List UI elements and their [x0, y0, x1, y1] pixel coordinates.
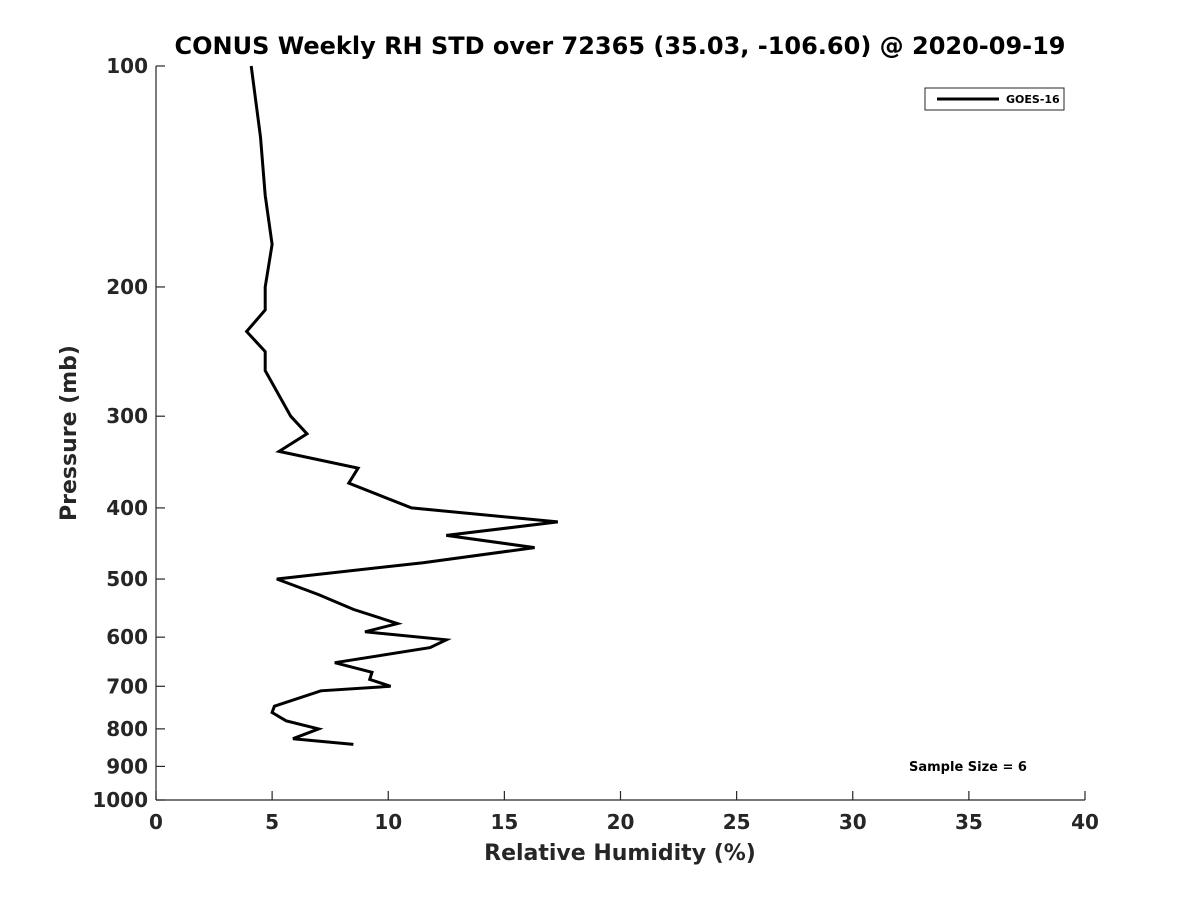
x-tick-label: 0 — [149, 810, 163, 834]
y-axis-label: Pressure (mb) — [57, 345, 82, 521]
x-tick-label: 5 — [265, 810, 279, 834]
y-tick-label: 800 — [106, 717, 148, 741]
sample-size-annotation: Sample Size = 6 — [909, 760, 1027, 775]
x-tick-label: 20 — [607, 810, 635, 834]
y-tick-label: 600 — [106, 625, 148, 649]
x-tick-label: 35 — [955, 810, 983, 834]
y-tick-label: 300 — [106, 404, 148, 428]
y-tick-label: 500 — [106, 567, 148, 591]
x-tick-label: 30 — [839, 810, 867, 834]
x-tick-label: 10 — [374, 810, 402, 834]
x-tick-label: 25 — [723, 810, 751, 834]
y-tick-label: 200 — [106, 275, 148, 299]
y-tick-label: 100 — [106, 54, 148, 78]
y-ticks: 100 200 300 400 500 600 700 800 900 1000 — [92, 54, 165, 812]
series-layer — [244, 65, 558, 746]
series-line-1 — [244, 65, 558, 746]
legend: GOES-16 — [924, 87, 1065, 111]
x-tick-label: 15 — [490, 810, 518, 834]
y-tick-label: 700 — [106, 674, 148, 698]
x-ticks: 0 5 10 15 20 25 30 35 40 — [149, 791, 1099, 834]
y-tick-label: 1000 — [92, 788, 148, 812]
y-tick-label: 400 — [106, 496, 148, 520]
x-axis-label: Relative Humidity (%) — [484, 841, 756, 866]
chart-title: CONUS Weekly RH STD over 72365 (35.03, -… — [174, 32, 1065, 60]
legend-label: GOES-16 — [1006, 93, 1060, 106]
plot-area — [156, 67, 1085, 800]
x-tick-label: 40 — [1071, 810, 1099, 834]
y-tick-label: 900 — [106, 754, 148, 778]
